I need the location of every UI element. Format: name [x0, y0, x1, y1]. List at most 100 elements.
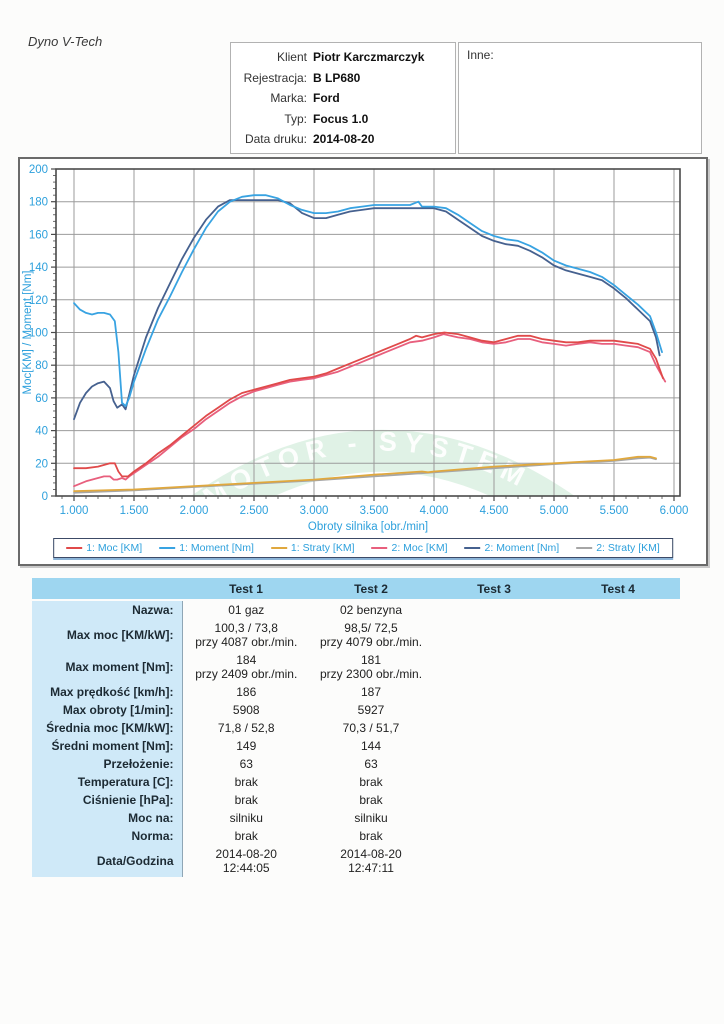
- info-value: Focus 1.0: [313, 111, 369, 126]
- legend-line-swatch: [464, 547, 481, 549]
- row-value: 01 gaz: [182, 600, 310, 619]
- table-row: Średnia moc [KM/kW]: 71,8 / 52,8 70,3 / 51…: [32, 719, 680, 737]
- row-value: [432, 651, 556, 683]
- row-value: [432, 600, 556, 619]
- row-label: Max prędkość [km/h]:: [32, 683, 183, 701]
- header-cell: Test 1: [182, 578, 310, 601]
- legend-line-swatch: [159, 547, 176, 549]
- row-value-line: 149: [236, 739, 257, 753]
- header-cell-empty: [32, 578, 182, 601]
- row-label: Max moment [Nm]:: [32, 651, 183, 683]
- row-value: [432, 809, 556, 827]
- row-value-line: 12:44:05: [222, 861, 270, 875]
- row-label: Norma:: [32, 827, 183, 845]
- svg-text:6.000: 6.000: [660, 505, 689, 517]
- row-label: Max moc [KM/kW]:: [32, 619, 183, 651]
- row-value: [432, 755, 556, 773]
- info-label: Klient: [276, 50, 307, 64]
- legend-line-swatch: [576, 547, 593, 549]
- row-value-line: silniku: [354, 811, 388, 825]
- row-value: [432, 619, 556, 651]
- svg-text:2.000: 2.000: [180, 505, 209, 517]
- row-value-line: przy 4087 obr./min.: [195, 635, 298, 649]
- legend-line-swatch: [270, 547, 287, 549]
- series-1-straty-km-: [73, 455, 657, 493]
- row-value-line: 71,8 / 52,8: [217, 721, 275, 735]
- row-value: [556, 791, 680, 809]
- svg-text:1.500: 1.500: [120, 505, 149, 517]
- axes: 0 20 40 60 80 100 120 140 160 180 200 1.000 1.500 2.0…: [22, 164, 688, 533]
- svg-text:200: 200: [29, 164, 48, 176]
- row-value-line: brak: [234, 793, 258, 807]
- row-value: [432, 683, 556, 701]
- row-value: brak: [310, 791, 432, 809]
- row-value: [556, 809, 680, 827]
- row-value: [556, 737, 680, 755]
- svg-text:5.000: 5.000: [540, 505, 569, 517]
- customer-info-box: Klient Piotr Karczmarczyk Rejestracja: B LP…: [230, 42, 456, 154]
- legend-label: 1: Moc [KM]: [86, 542, 143, 554]
- row-value: 63: [182, 755, 310, 773]
- row-label: Nazwa:: [32, 599, 183, 619]
- row-label: Średnia moc [KM/kW]:: [32, 719, 183, 737]
- row-value-line: 186: [236, 685, 257, 699]
- table-row: Max obroty [1/min]: 5908 5927: [32, 701, 680, 719]
- row-value-line: 63: [364, 757, 378, 771]
- row-value: [556, 773, 680, 791]
- customer-info-row: Typ: Focus 1.0: [231, 112, 455, 126]
- customer-info-row: Klient Piotr Karczmarczyk: [231, 50, 455, 64]
- row-value: brak: [310, 827, 432, 845]
- chart-legend: 1: Moc [KM] 1: Moment [Nm] 1: Straty [KM] 2…: [53, 538, 673, 558]
- series-1-moment-nm-: [73, 194, 663, 408]
- row-value-line: brak: [359, 829, 383, 843]
- row-value-line: silniku: [229, 811, 263, 825]
- row-value-line: 187: [360, 685, 382, 699]
- row-value: [556, 755, 680, 773]
- info-label: Rejestracja:: [243, 70, 307, 85]
- row-value-line: 63: [239, 757, 253, 771]
- row-value: [432, 791, 556, 809]
- row-label: Ciśnienie [hPa]:: [32, 791, 183, 809]
- series-1-moc-km-: [73, 331, 664, 478]
- row-value: 63: [310, 755, 432, 773]
- svg-text:2.500: 2.500: [240, 505, 269, 517]
- info-value: 2014-08-20: [313, 132, 375, 146]
- svg-text:80: 80: [35, 360, 48, 372]
- row-value: [432, 719, 556, 737]
- dyno-chart: MOTOR - SYSTEMCHOJNACKI 0 20 40 60 80 100 120 14…: [22, 164, 688, 533]
- row-value: [432, 845, 556, 877]
- header-cell: Test 2: [310, 578, 432, 601]
- svg-text:100: 100: [29, 328, 48, 340]
- row-value: [432, 737, 556, 755]
- other-info-box: Inne:: [458, 42, 702, 154]
- row-value: [556, 845, 680, 877]
- other-info-label: Inne:: [467, 48, 494, 62]
- row-value: 5908: [182, 701, 310, 719]
- row-value-line: 70,3 / 51,7: [342, 721, 400, 735]
- legend-label: 1: Straty [KM]: [290, 542, 355, 554]
- legend-label: 1: Moment [Nm]: [179, 542, 254, 554]
- info-label: Data druku:: [244, 132, 307, 146]
- row-value: silniku: [182, 809, 310, 827]
- table-row: Norma: brak brak: [32, 827, 680, 845]
- info-label: Typ:: [284, 111, 307, 126]
- row-value: 02 benzyna: [310, 600, 432, 619]
- svg-text:0: 0: [42, 491, 48, 503]
- row-value-line: przy 2409 obr./min.: [195, 667, 298, 681]
- table-row: Max moc [KM/kW]: 100,3 / 73,8 przy 4087 ob…: [32, 619, 680, 651]
- svg-text:5.500: 5.500: [600, 505, 629, 517]
- row-value: brak: [182, 773, 310, 791]
- row-label: Data/Godzina: [32, 845, 183, 877]
- svg-text:3.500: 3.500: [360, 505, 389, 517]
- row-value: 71,8 / 52,8: [182, 719, 310, 737]
- table-row: Średni moment [Nm]: 149 144: [32, 737, 680, 755]
- row-value: [432, 701, 556, 719]
- table-row: Max moment [Nm]: 184 przy 2409 obr./min. 18…: [32, 651, 680, 683]
- row-value: [556, 701, 680, 719]
- row-value: 70,3 / 51,7: [310, 719, 432, 737]
- row-value: 2014-08-20 12:44:05: [182, 845, 310, 877]
- row-label: Moc na:: [32, 809, 183, 827]
- row-value-line: 5927: [357, 703, 385, 717]
- row-value-line: 12:47:11: [348, 861, 394, 875]
